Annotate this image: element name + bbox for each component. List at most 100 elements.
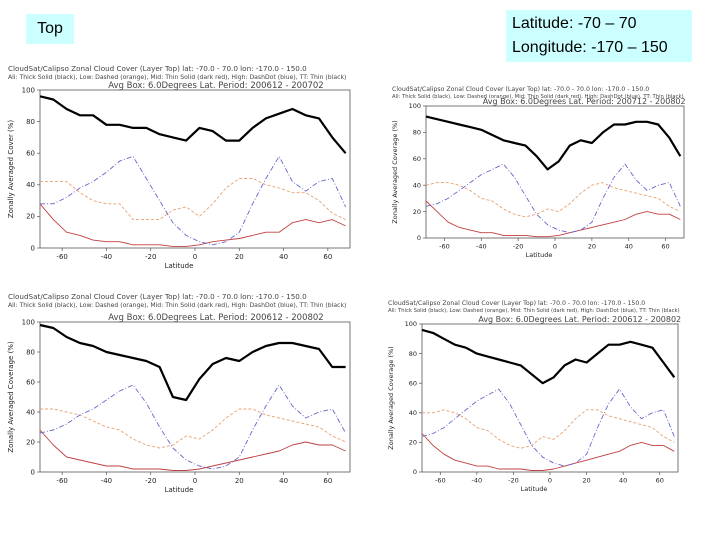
chart-title: CloudSat/Calipso Zonal Cloud Cover (Laye… (8, 292, 307, 301)
chart-panel-top-left: CloudSat/Calipso Zonal Cloud Cover (Laye… (4, 64, 354, 274)
x-tick-label: -20 (145, 253, 156, 261)
chart-legend-text: All: Thick Solid (black), Low: Dashed (o… (8, 302, 346, 309)
cloud-cover-chart: CloudSat/Calipso Zonal Cloud Cover (Laye… (7, 292, 351, 494)
x-tick-label: 20 (235, 477, 244, 485)
y-tick-label: 40 (409, 409, 417, 417)
x-tick-label: 0 (553, 243, 557, 251)
series-line-mid (425, 200, 681, 238)
chart-legend-text: All: Thick Solid (black), Low: Dashed (o… (8, 74, 346, 81)
x-tick-label: 40 (619, 477, 627, 485)
series-line-all (39, 95, 347, 154)
x-tick-label: -60 (439, 243, 450, 251)
y-tick-label: 20 (413, 208, 421, 216)
series-line-low (422, 409, 675, 449)
y-tick-label: 0 (31, 468, 35, 476)
chart-panel-bottom-right: CloudSat/Calipso Zonal Cloud Cover (Laye… (384, 298, 684, 500)
series-line-high (425, 163, 681, 234)
y-tick-label: 40 (26, 181, 35, 189)
y-axis-label: Zonally Averaged Coverage (%) (387, 346, 395, 449)
x-tick-label: -60 (435, 477, 446, 485)
series-line-low (40, 178, 346, 221)
y-tick-label: 100 (22, 86, 35, 94)
chart-title: CloudSat/Calipso Zonal Cloud Cover (Laye… (392, 86, 649, 93)
y-tick-label: 80 (26, 118, 35, 126)
series-line-all (421, 328, 676, 385)
y-tick-label: 80 (413, 129, 421, 137)
series-line-all (39, 323, 346, 402)
y-axis-label: Zonally Averaged Cover (%) (7, 120, 15, 219)
x-tick-label: 60 (656, 477, 664, 485)
x-tick-label: -20 (513, 243, 524, 251)
x-axis-label: Latitude (165, 486, 194, 494)
series-line-high (421, 388, 675, 467)
series-line-all (425, 115, 682, 171)
x-tick-label: 0 (193, 253, 197, 261)
y-tick-label: 100 (405, 320, 417, 328)
chart-panel-top-right: CloudSat/Calipso Zonal Cloud Cover (Laye… (388, 84, 688, 264)
cloud-cover-chart: CloudSat/Calipso Zonal Cloud Cover (Laye… (391, 86, 686, 259)
x-tick-label: -20 (508, 477, 519, 485)
y-tick-label: 80 (26, 348, 35, 356)
y-tick-label: 0 (417, 234, 421, 242)
y-axis-label: Zonally Averaged Coverage (%) (391, 120, 399, 223)
x-tick-label: 60 (661, 243, 669, 251)
x-tick-label: 20 (588, 243, 596, 251)
y-tick-label: 100 (409, 102, 421, 110)
x-tick-label: -40 (101, 477, 112, 485)
chart-subtitle: Avg Box: 6.0Degrees Lat. Period: 200712 … (483, 97, 686, 106)
x-tick-label: 0 (548, 477, 552, 485)
y-tick-label: 100 (22, 318, 35, 326)
chart-title: CloudSat/Calipso Zonal Cloud Cover (Laye… (8, 64, 307, 73)
chart-legend-text: All: Thick Solid (black), Low: Dashed (o… (392, 94, 684, 100)
series-line-low (40, 408, 346, 449)
chart-subtitle: Avg Box: 6.0Degrees Lat. Period: 200612 … (478, 315, 681, 324)
x-tick-label: 60 (323, 253, 332, 261)
chart-title: CloudSat/Calipso Zonal Cloud Cover (Laye… (388, 300, 645, 307)
x-tick-label: 20 (235, 253, 244, 261)
x-tick-label: 40 (625, 243, 633, 251)
chart-subtitle: Avg Box: 6.0Degrees Lat. Period: 200612 … (108, 313, 324, 323)
chart-legend-text: All: Thick Solid (black), Low: Dashed (o… (388, 308, 680, 314)
series-line-low (425, 182, 681, 218)
y-tick-label: 60 (413, 155, 421, 163)
y-tick-label: 0 (413, 468, 417, 476)
y-tick-label: 40 (413, 181, 421, 189)
x-tick-label: -40 (101, 253, 112, 261)
y-tick-label: 60 (409, 379, 417, 387)
series-line-high (40, 155, 347, 246)
x-axis-label: Latitude (526, 251, 553, 259)
x-tick-label: -20 (145, 477, 156, 485)
x-tick-label: 0 (193, 477, 197, 485)
y-tick-label: 0 (31, 244, 35, 252)
latitude-range: Latitude: -70 – 70 (512, 15, 637, 32)
y-tick-label: 60 (26, 150, 35, 158)
y-tick-label: 80 (409, 350, 417, 358)
x-axis-label: Latitude (165, 262, 194, 270)
y-tick-label: 20 (26, 213, 35, 221)
x-tick-label: -40 (472, 477, 483, 485)
x-tick-label: 40 (279, 253, 288, 261)
y-axis-label: Zonally Averaged Coverage (%) (7, 341, 15, 453)
chart-panel-bottom-left: CloudSat/Calipso Zonal Cloud Cover (Laye… (4, 292, 354, 500)
y-tick-label: 20 (409, 439, 417, 447)
series-line-mid (39, 203, 346, 247)
range-info-box: Latitude: -70 – 70 Longitude: -170 – 150 (506, 10, 692, 62)
longitude-range: Longitude: -170 – 150 (512, 39, 668, 56)
x-axis-label: Latitude (521, 485, 548, 493)
y-tick-label: 60 (26, 378, 35, 386)
series-line-mid (421, 433, 675, 471)
cloud-cover-chart: CloudSat/Calipso Zonal Cloud Cover (Laye… (7, 64, 351, 270)
series-line-high (39, 384, 346, 470)
x-tick-label: -40 (476, 243, 487, 251)
x-tick-label: -60 (56, 253, 67, 261)
series-line-mid (39, 429, 346, 471)
chart-subtitle: Avg Box: 6.0Degrees Lat. Period: 200612 … (108, 81, 324, 91)
x-tick-label: 20 (582, 477, 590, 485)
x-tick-label: 60 (323, 477, 332, 485)
x-tick-label: 40 (279, 477, 288, 485)
top-label: Top (26, 14, 74, 44)
y-tick-label: 40 (26, 408, 35, 416)
y-tick-label: 20 (26, 438, 35, 446)
x-tick-label: -60 (56, 477, 67, 485)
cloud-cover-chart: CloudSat/Calipso Zonal Cloud Cover (Laye… (387, 300, 681, 493)
